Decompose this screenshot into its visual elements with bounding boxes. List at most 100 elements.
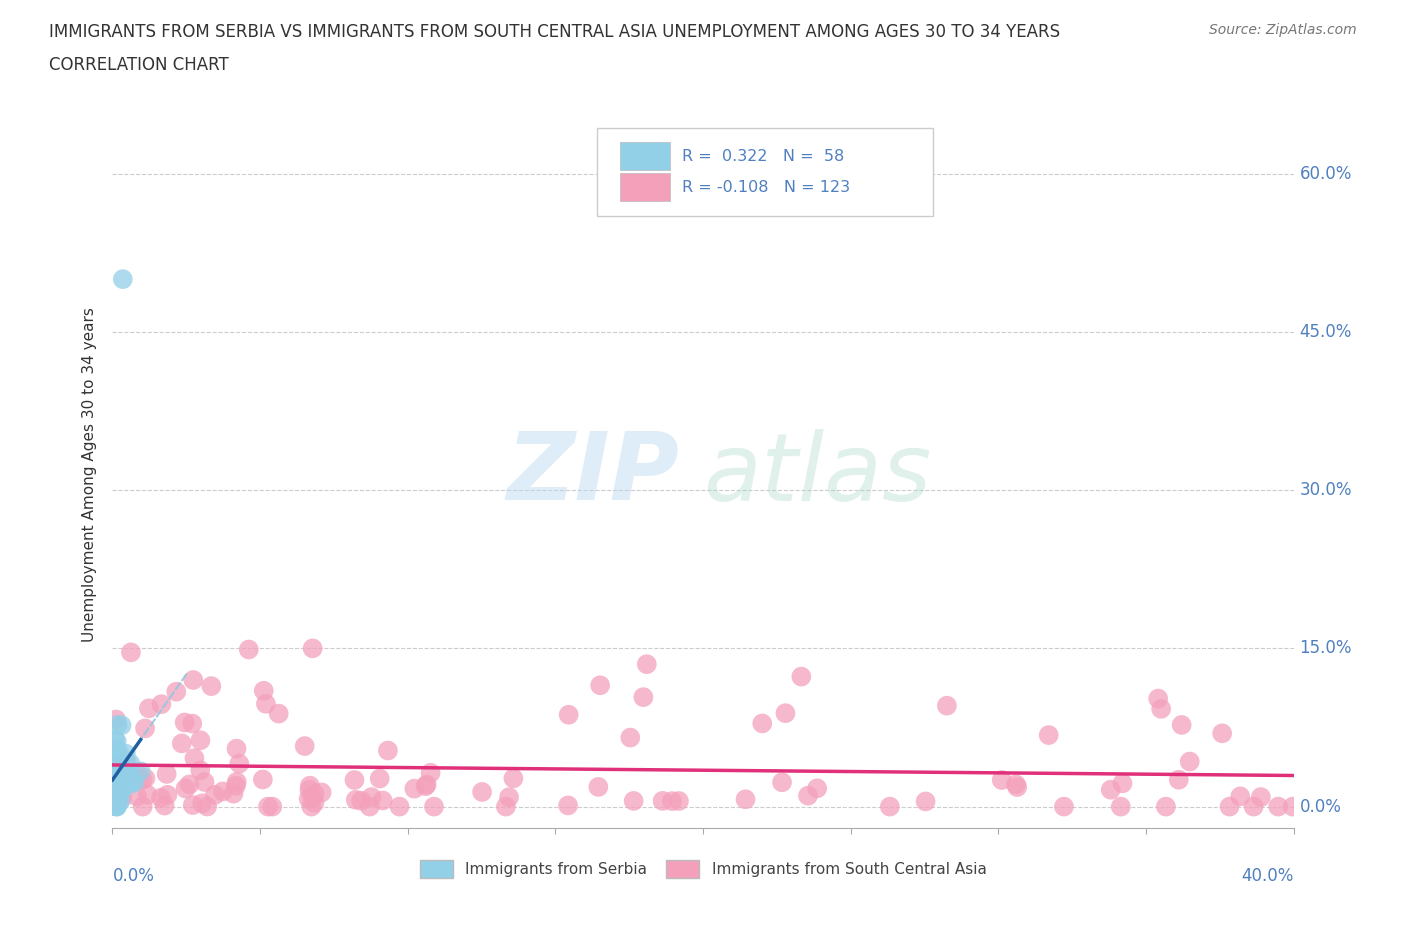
Point [110, 771, 132, 786]
Point [495, 799, 517, 814]
Point [557, 708, 579, 723]
Point [304, 795, 326, 810]
Point [588, 779, 610, 794]
Point [115, 769, 138, 784]
Point [183, 751, 205, 765]
Point [121, 773, 143, 788]
Point [105, 788, 128, 803]
Point [138, 701, 160, 716]
Point [101, 781, 124, 796]
Point [103, 748, 125, 763]
Point [193, 775, 215, 790]
Point [103, 760, 125, 775]
Point [633, 690, 655, 705]
Point [110, 718, 132, 733]
Point [419, 765, 441, 780]
Point [149, 790, 172, 805]
Text: atlas: atlas [703, 429, 931, 520]
Point [254, 697, 277, 711]
Point [105, 757, 128, 772]
Point [301, 641, 323, 656]
Point [120, 777, 142, 791]
Point [252, 772, 274, 787]
Point [359, 799, 381, 814]
Point [1111, 776, 1133, 790]
Point [127, 766, 149, 781]
Point [120, 756, 142, 771]
Point [104, 794, 127, 809]
Point [619, 730, 641, 745]
Text: Source: ZipAtlas.com: Source: ZipAtlas.com [1209, 23, 1357, 37]
Point [734, 791, 756, 806]
FancyBboxPatch shape [596, 128, 934, 217]
Point [343, 773, 366, 788]
Point [257, 799, 280, 814]
Text: 60.0%: 60.0% [1299, 165, 1351, 182]
Point [1099, 782, 1122, 797]
Point [174, 781, 197, 796]
Point [298, 782, 321, 797]
Point [104, 770, 127, 785]
Point [623, 793, 645, 808]
Point [129, 764, 152, 778]
Point [115, 754, 138, 769]
Point [294, 738, 316, 753]
Point [108, 794, 131, 809]
Point [388, 799, 411, 814]
Point [134, 771, 156, 786]
Point [179, 777, 201, 791]
Point [377, 743, 399, 758]
Point [298, 778, 321, 793]
Point [165, 684, 187, 699]
Point [661, 793, 683, 808]
Point [150, 697, 173, 711]
Point [107, 758, 129, 773]
Point [371, 793, 394, 808]
Point [267, 706, 290, 721]
Point [107, 717, 129, 732]
Point [557, 798, 579, 813]
Point [107, 760, 129, 775]
Point [1005, 777, 1028, 791]
Point [751, 716, 773, 731]
Point [1281, 799, 1303, 814]
Text: 45.0%: 45.0% [1299, 323, 1351, 341]
Text: 40.0%: 40.0% [1241, 867, 1294, 884]
Point [111, 272, 134, 286]
Point [195, 799, 218, 814]
Point [1167, 772, 1189, 787]
Point [770, 775, 793, 790]
Point [301, 790, 323, 805]
Point [120, 644, 142, 659]
Point [350, 793, 373, 808]
Point [191, 796, 214, 811]
Point [112, 778, 135, 793]
Point [415, 778, 437, 793]
Point [1170, 718, 1192, 733]
Point [101, 790, 124, 804]
Point [368, 771, 391, 786]
Text: 0.0%: 0.0% [112, 867, 155, 884]
Point [104, 769, 127, 784]
Point [1005, 779, 1028, 794]
Point [173, 715, 195, 730]
Point [103, 766, 125, 781]
Point [101, 799, 124, 814]
Text: ZIP: ZIP [506, 429, 679, 520]
Point [128, 771, 150, 786]
FancyBboxPatch shape [620, 173, 669, 202]
Point [1147, 691, 1170, 706]
Point [103, 754, 125, 769]
Point [423, 799, 446, 814]
Point [105, 753, 128, 768]
Point [228, 756, 250, 771]
Text: CORRELATION CHART: CORRELATION CHART [49, 56, 229, 73]
Point [105, 799, 128, 814]
Point [188, 763, 211, 777]
Point [502, 771, 524, 786]
Point [107, 792, 129, 807]
Point [125, 789, 148, 804]
Point [200, 679, 222, 694]
Point [170, 736, 193, 751]
Point [498, 790, 520, 804]
